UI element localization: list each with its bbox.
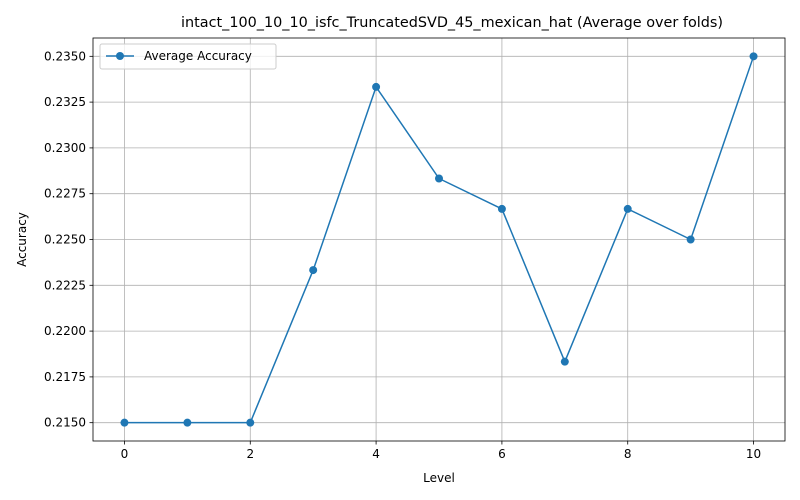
- data-point: [686, 235, 695, 244]
- y-tick-label: 0.2200: [44, 324, 86, 338]
- data-point: [435, 174, 443, 183]
- y-tick-label: 0.2350: [44, 49, 86, 63]
- series-layer: [120, 52, 758, 427]
- x-tick-label: 2: [246, 447, 254, 461]
- chart-title: intact_100_10_10_isfc_TruncatedSVD_45_me…: [181, 15, 723, 31]
- legend: Average Accuracy: [99, 43, 277, 70]
- x-tick-label: 8: [624, 447, 632, 461]
- y-tick-label: 0.2250: [44, 233, 86, 247]
- y-tick-label: 0.2225: [44, 278, 86, 292]
- x-tick-label: 0: [121, 447, 129, 461]
- legend-marker-sample: [116, 52, 124, 60]
- y-tick-label: 0.2325: [44, 95, 86, 109]
- data-point: [560, 357, 569, 366]
- legend-label: Average Accuracy: [144, 49, 252, 63]
- data-point: [120, 418, 129, 427]
- data-point: [372, 82, 381, 91]
- y-tick-label: 0.2275: [44, 187, 86, 201]
- legend-box: [99, 43, 277, 70]
- x-tick-label: 10: [746, 447, 761, 461]
- x-axis-title: Level: [423, 471, 455, 485]
- grid: [93, 38, 785, 441]
- data-point: [246, 418, 255, 427]
- data-point: [183, 418, 192, 427]
- y-tick-label: 0.2300: [44, 141, 86, 155]
- y-tick-label: 0.2175: [44, 370, 86, 384]
- data-point: [623, 204, 632, 213]
- x-axis: 0 2 4 6 8 10: [121, 441, 761, 461]
- data-point: [497, 204, 506, 213]
- data-point: [309, 266, 318, 275]
- x-tick-label: 6: [498, 447, 506, 461]
- y-axis: 0.2150 0.2175 0.2200 0.2225 0.2250 0.2275 0.23…: [44, 49, 93, 430]
- x-tick-label: 4: [372, 447, 380, 461]
- data-point: [749, 52, 758, 61]
- y-tick-label: 0.2150: [44, 416, 86, 430]
- y-axis-title: Accuracy: [15, 212, 29, 267]
